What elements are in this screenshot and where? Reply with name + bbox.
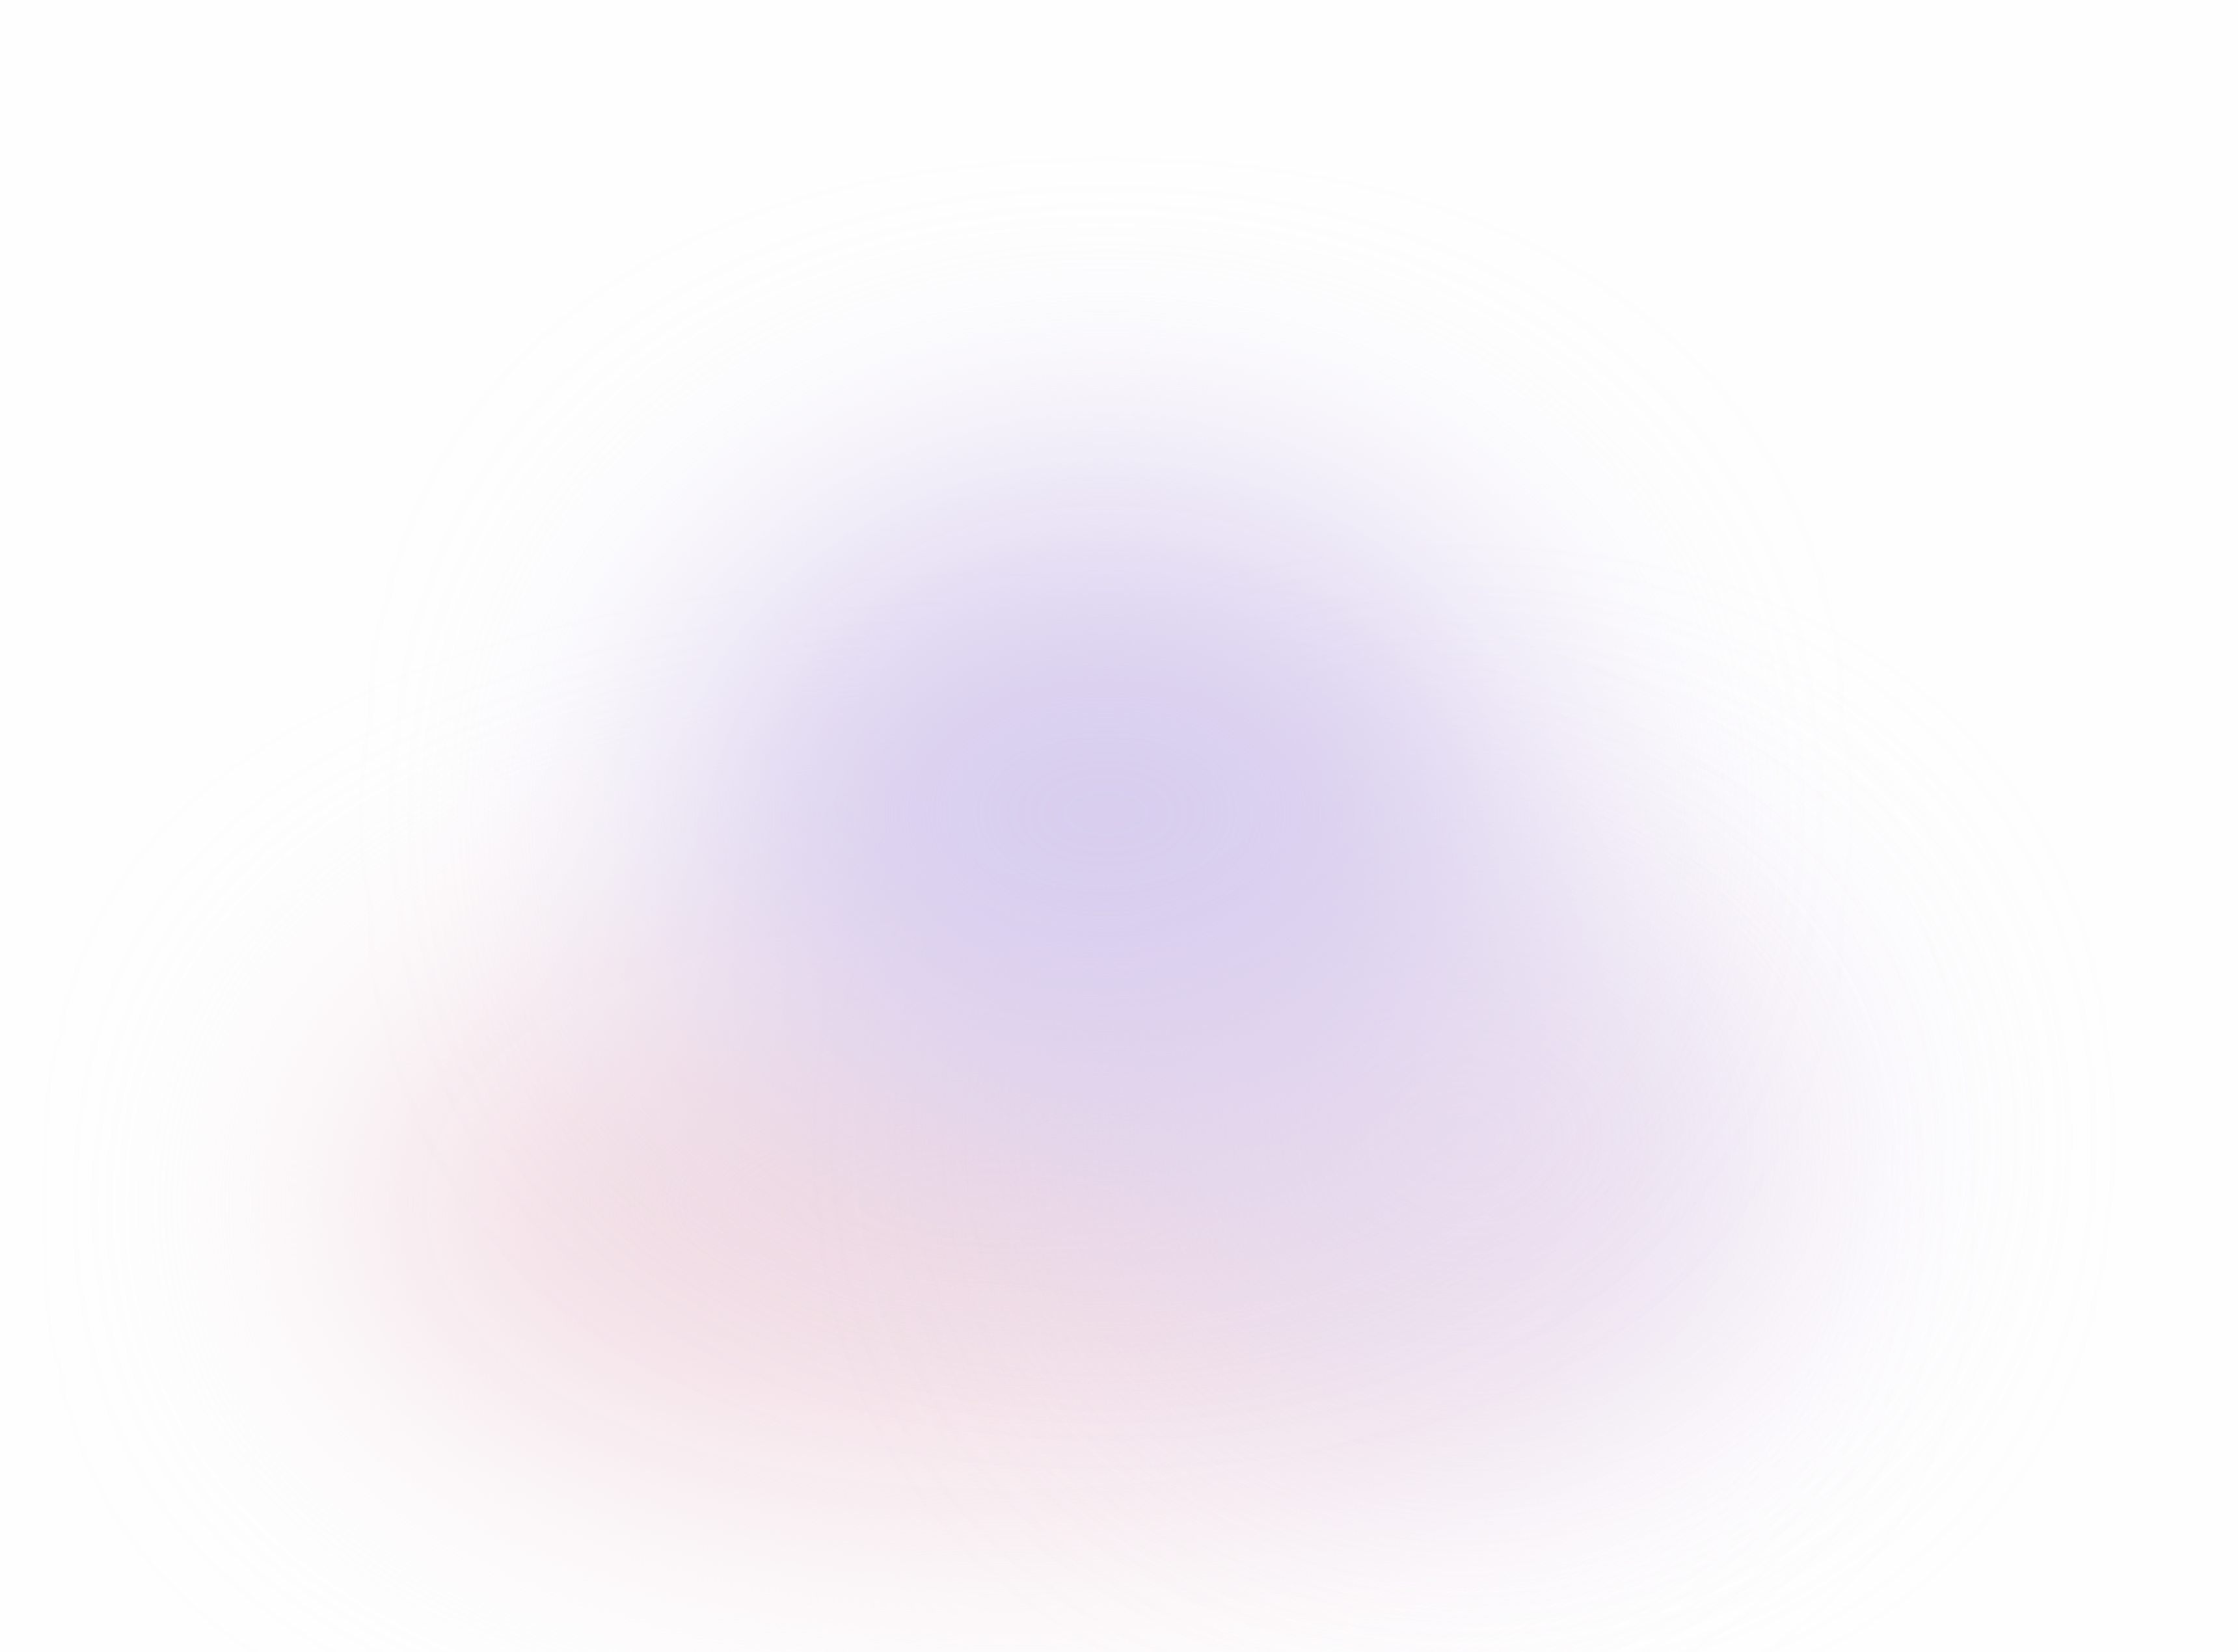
purple-glow bbox=[683, 488, 1529, 1138]
